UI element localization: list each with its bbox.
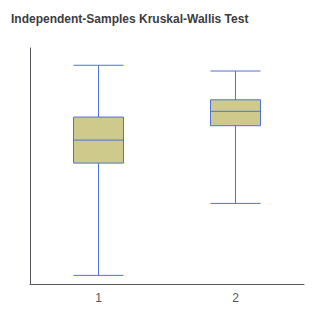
- svg-text:Independent-Samples Kruskal-Wa: Independent-Samples Kruskal-Wallis Test: [11, 12, 248, 26]
- svg-text:2: 2: [232, 291, 239, 305]
- svg-text:1: 1: [95, 291, 102, 305]
